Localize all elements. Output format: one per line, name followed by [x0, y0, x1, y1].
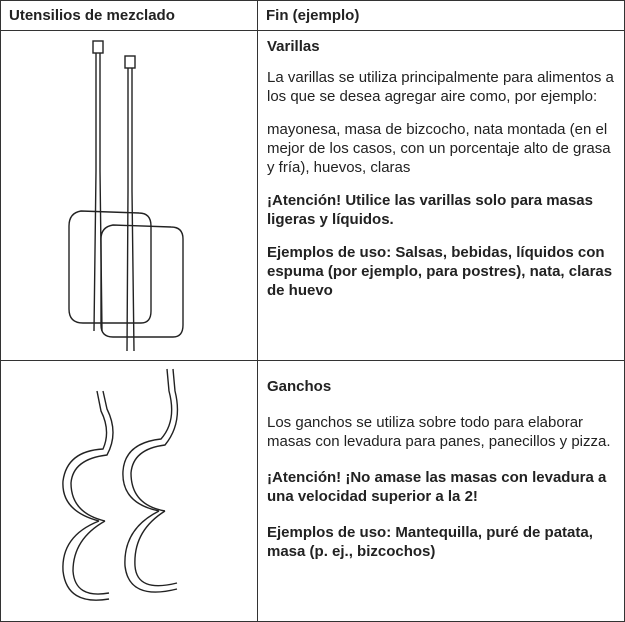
row: Ganchos Los ganchos se utiliza sobre tod… [0, 360, 625, 622]
hook-illustration [62, 368, 179, 601]
image-cell [0, 30, 258, 361]
image-cell [0, 360, 258, 622]
text-cell: Varillas La varillas se utiliza principa… [257, 30, 625, 361]
paragraph: La varillas se utiliza principalmente pa… [267, 69, 614, 105]
section-title: Ganchos [267, 378, 332, 395]
text-cell: Ganchos Los ganchos se utiliza sobre tod… [257, 360, 625, 622]
paragraph: Los ganchos se utiliza sobre todo para e… [267, 414, 611, 450]
header-cell: Utensilios de mezclado [0, 0, 258, 31]
whisk-illustration [68, 40, 184, 352]
header-cell: Fin (ejemplo) [257, 0, 625, 31]
examples: Ejemplos de uso: Mantequilla, puré de pa… [267, 524, 593, 560]
header-row: Utensilios de mezclado Fin (ejemplo) [0, 0, 625, 31]
examples: Ejemplos de uso: Salsas, bebidas, líquid… [267, 244, 613, 299]
warning: ¡Atención! Utilice las varillas solo par… [267, 192, 593, 228]
warning: ¡Atención! ¡No amase las masas con levad… [267, 469, 607, 505]
paragraph: mayonesa, masa de bizcocho, nata montada… [267, 121, 611, 176]
section-title: Varillas [267, 38, 320, 55]
row: Varillas La varillas se utiliza principa… [0, 30, 625, 361]
